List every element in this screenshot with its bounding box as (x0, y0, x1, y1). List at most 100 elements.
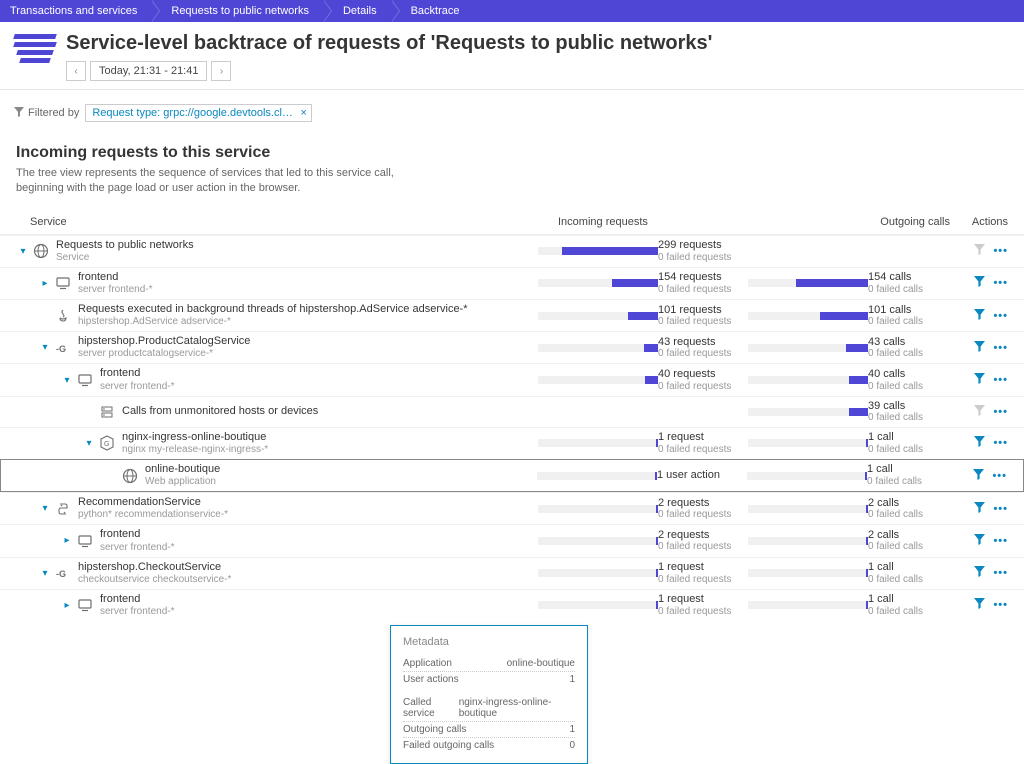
outgoing-value: 39 calls0 failed calls (868, 400, 958, 424)
outgoing-bar (748, 408, 868, 416)
outgoing-value: 43 calls0 failed calls (868, 336, 958, 360)
screen-icon (76, 371, 94, 389)
expand-toggle[interactable]: ▾ (16, 244, 30, 258)
incoming-bar (538, 247, 658, 255)
outgoing-bar (747, 472, 867, 480)
row-filter-icon[interactable] (974, 341, 985, 355)
outgoing-bar (748, 601, 868, 609)
tree-row[interactable]: ▸frontendserver frontend-*1 request0 fai… (0, 589, 1024, 621)
tree-row[interactable]: ▾RecommendationServicepython* recommenda… (0, 492, 1024, 524)
service-subtitle: Web application (145, 476, 220, 488)
filter-chip[interactable]: Request type: grpc://google.devtools.cl…… (85, 104, 312, 122)
filter-remove-icon[interactable]: × (301, 107, 307, 119)
expand-toggle[interactable]: ▾ (82, 436, 96, 450)
row-more-icon[interactable]: ••• (993, 374, 1008, 386)
expand-toggle[interactable]: ▾ (60, 373, 74, 387)
expand-toggle[interactable]: ▾ (38, 341, 52, 355)
outgoing-value: 101 calls0 failed calls (868, 304, 958, 328)
row-filter-icon (974, 405, 985, 419)
outgoing-bar (748, 569, 868, 577)
row-more-icon[interactable]: ••• (992, 470, 1007, 482)
service-name: frontend (78, 271, 152, 284)
incoming-bar (538, 312, 658, 320)
row-more-icon[interactable]: ••• (993, 277, 1008, 289)
section-description: The tree view represents the sequence of… (16, 166, 416, 196)
outgoing-bar (748, 344, 868, 352)
breadcrumb-item[interactable]: Requests to public networks (151, 0, 323, 22)
tooltip-row: Outgoing calls1 (403, 722, 575, 738)
outgoing-bar (748, 439, 868, 447)
row-filter-icon[interactable] (974, 276, 985, 290)
svg-text:-G: -G (56, 344, 66, 354)
row-filter-icon[interactable] (974, 598, 985, 612)
backtrace-icon (14, 34, 56, 68)
service-subtitle: server frontend-* (100, 381, 174, 393)
section-heading: Incoming requests to this service (16, 144, 1008, 162)
row-filter-icon[interactable] (974, 373, 985, 387)
row-filter-icon[interactable] (974, 566, 985, 580)
row-filter-icon[interactable] (974, 534, 985, 548)
go-icon: -G (54, 339, 72, 357)
outgoing-bar (748, 279, 868, 287)
service-subtitle: python* recommendationservice-* (78, 509, 228, 521)
tree-row[interactable]: online-boutiqueWeb application1 user act… (0, 459, 1024, 492)
service-name: hipstershop.CheckoutService (78, 561, 231, 574)
row-more-icon[interactable]: ••• (993, 599, 1008, 611)
page-header: Service-level backtrace of requests of '… (0, 22, 1024, 90)
row-more-icon[interactable]: ••• (993, 310, 1008, 322)
tree-row[interactable]: ▸frontendserver frontend-*2 requests0 fa… (0, 524, 1024, 556)
breadcrumb-item[interactable]: Details (323, 0, 391, 22)
incoming-bar (538, 537, 658, 545)
row-more-icon[interactable]: ••• (993, 567, 1008, 579)
screen-icon (76, 532, 94, 550)
screen-icon (54, 274, 72, 292)
tree-row[interactable]: ▾frontendserver frontend-*40 requests0 f… (0, 363, 1024, 395)
row-more-icon[interactable]: ••• (993, 406, 1008, 418)
filter-icon (14, 107, 24, 120)
incoming-bar (538, 279, 658, 287)
expand-toggle[interactable]: ▾ (38, 566, 52, 580)
page-title: Service-level backtrace of requests of '… (66, 32, 712, 55)
row-more-icon[interactable]: ••• (993, 437, 1008, 449)
filtered-by-label: Filtered by (28, 107, 79, 119)
outgoing-bar (748, 505, 868, 513)
row-filter-icon[interactable] (973, 469, 984, 483)
outgoing-bar (748, 376, 868, 384)
globe-icon (32, 242, 50, 260)
row-filter-icon[interactable] (974, 309, 985, 323)
incoming-bar (538, 344, 658, 352)
tree-row[interactable]: ▾Gnginx-ingress-online-boutiquenginx my-… (0, 427, 1024, 459)
outgoing-value: 1 call0 failed calls (867, 463, 957, 487)
time-next-button[interactable]: › (211, 61, 231, 81)
python-icon (54, 500, 72, 518)
row-filter-icon[interactable] (974, 502, 985, 516)
time-prev-button[interactable]: ‹ (66, 61, 86, 81)
row-more-icon[interactable]: ••• (993, 535, 1008, 547)
tree-row[interactable]: ▾-Ghipstershop.ProductCatalogServiceserv… (0, 331, 1024, 363)
section-header: Incoming requests to this service The tr… (0, 122, 1024, 206)
incoming-bar (537, 472, 657, 480)
row-filter-icon[interactable] (974, 436, 985, 450)
breadcrumb-item[interactable]: Transactions and services (0, 0, 151, 22)
tree-row[interactable]: ▸frontendserver frontend-*154 requests0 … (0, 267, 1024, 299)
tree-row[interactable]: Requests executed in background threads … (0, 299, 1024, 331)
expand-toggle[interactable]: ▾ (38, 502, 52, 516)
service-name: nginx-ingress-online-boutique (122, 431, 268, 444)
service-subtitle: server frontend-* (78, 284, 152, 296)
screen-icon (76, 596, 94, 614)
expand-toggle[interactable]: ▸ (60, 534, 74, 548)
incoming-value: 40 requests0 failed requests (658, 368, 748, 392)
expand-toggle[interactable]: ▸ (38, 276, 52, 290)
tree-row[interactable]: ▾-Ghipstershop.CheckoutServicecheckoutse… (0, 557, 1024, 589)
incoming-bar (538, 505, 658, 513)
tree-row[interactable]: ▾Requests to public networksService299 r… (0, 235, 1024, 267)
expand-toggle[interactable]: ▸ (60, 598, 74, 612)
row-more-icon[interactable]: ••• (993, 342, 1008, 354)
col-outgoing: Outgoing calls (758, 216, 958, 228)
time-range-label[interactable]: Today, 21:31 - 21:41 (90, 61, 207, 81)
tree-row[interactable]: Calls from unmonitored hosts or devices3… (0, 396, 1024, 427)
breadcrumb-item[interactable]: Backtrace (391, 0, 474, 22)
row-more-icon[interactable]: ••• (993, 245, 1008, 257)
row-more-icon[interactable]: ••• (993, 503, 1008, 515)
svg-text:G: G (104, 441, 109, 448)
